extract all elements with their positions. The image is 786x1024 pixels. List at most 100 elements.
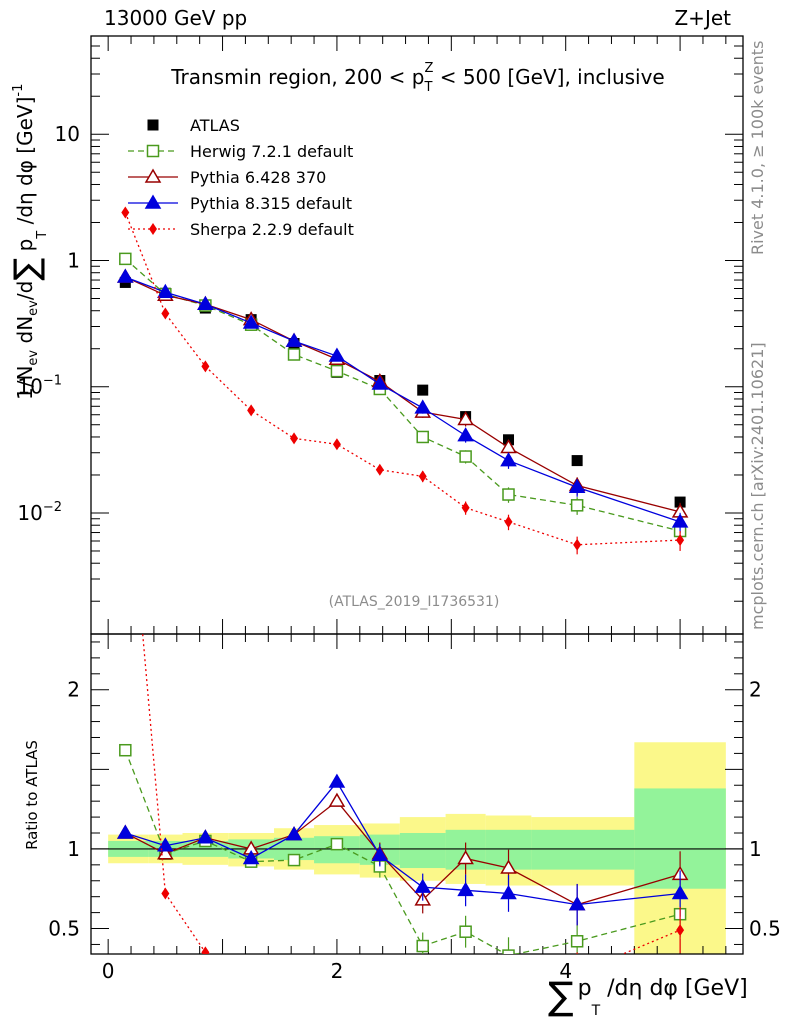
data-point-sherpa-2-2-9-default: [121, 206, 130, 219]
data-point-pythia-8-315-default: [371, 375, 389, 390]
ratio-y-tick-label: 2: [749, 678, 762, 702]
data-point-sherpa-2-2-9-default: [201, 946, 210, 954]
data-point-pythia-8-315-default: [197, 295, 214, 311]
title-sub: T: [423, 80, 432, 95]
series-line-pythia-6-428-370: [125, 800, 681, 906]
title-sup: Z: [424, 61, 433, 76]
data-point-herwig-7-2-1-default: [416, 939, 429, 953]
data-point-pythia-8-315-default: [414, 399, 432, 414]
ratio-band-green: [531, 829, 635, 870]
data-point-pythia-8-315-default: [371, 846, 389, 862]
data-point-pythia-8-315-default: [568, 478, 586, 493]
y-tick-label: 10: [55, 122, 80, 146]
data-point-sherpa-2-2-9-default: [461, 501, 470, 514]
main-ylabel: 1/Nev dNev/d∑ pT /dη dφ [GeV]-1: [7, 84, 50, 400]
data-point-herwig-7-2-1-default: [459, 450, 472, 463]
data-point-pythia-8-315-default: [117, 268, 134, 283]
data-point-pythia-8-315-default: [457, 881, 474, 897]
data-point-herwig-7-2-1-default: [330, 837, 344, 851]
data-point-pythia-8-315-default: [500, 452, 517, 467]
data-point-pythia-8-315-default: [671, 513, 689, 528]
data-point-pythia-8-315-default: [500, 885, 517, 900]
legend-label-sherpa-2-2-9-default: Sherpa 2.2.9 default: [190, 220, 354, 239]
data-point-herwig-7-2-1-default: [416, 430, 429, 444]
data-point-pythia-8-315-default: [457, 427, 474, 442]
legend-label-herwig-7-2-1-default: Herwig 7.2.1 default: [190, 142, 353, 161]
legend-marker-atlas: [147, 119, 159, 131]
analysis-watermark: (ATLAS_2019_I1736531): [329, 594, 500, 610]
data-point-pythia-8-315-default: [328, 773, 346, 788]
data-point-herwig-7-2-1-default: [330, 364, 344, 378]
data-point-sherpa-2-2-9-default: [332, 438, 341, 451]
legend-label-pythia-6-428-370: Pythia 6.428 370: [190, 168, 326, 187]
data-point-pythia-8-315-default: [242, 849, 260, 865]
data-point-pythia-8-315-default: [568, 896, 586, 911]
mcplots-label: mcplots.cern.ch [arXiv:2401.10621]: [748, 342, 767, 630]
series-line-pythia-8-315-default: [125, 780, 681, 906]
data-point-herwig-7-2-1-default: [502, 949, 515, 954]
data-point-pythia-8-315-default: [414, 878, 432, 893]
ratio-y-tick-label: 0.5: [48, 917, 80, 941]
main-plot-series: [117, 206, 689, 555]
legend-marker-herwig-7-2-1-default: [146, 144, 160, 158]
data-point-sherpa-2-2-9-default: [290, 973, 298, 985]
data-point-atlas: [417, 384, 429, 396]
data-point-pythia-6-428-370: [457, 849, 474, 865]
ratio-y-tick-label: 2: [67, 678, 80, 702]
data-point-sherpa-2-2-9-default: [376, 970, 384, 982]
ratio-y-tick-label: 1: [749, 837, 762, 861]
data-point-pythia-8-315-default: [157, 837, 174, 852]
data-point-sherpa-2-2-9-default: [201, 360, 210, 373]
data-point-sherpa-2-2-9-default: [462, 972, 470, 984]
ratio-y-tick-label: 0.5: [749, 917, 781, 941]
data-point-pythia-6-428-370: [500, 859, 517, 874]
data-point-pythia-6-428-370: [328, 792, 346, 807]
data-point-sherpa-2-2-9-default: [676, 534, 685, 547]
data-point-herwig-7-2-1-default: [459, 925, 472, 938]
ratio-uncertainty-bands: [91, 742, 743, 954]
data-point-sherpa-2-2-9-default: [419, 969, 427, 981]
y-tick-label-exp: −1: [43, 374, 62, 389]
data-point-herwig-7-2-1-default: [502, 488, 515, 501]
data-point-pythia-8-315-default: [117, 824, 134, 839]
data-point-pythia-6-428-370: [157, 845, 174, 860]
data-point-sherpa-2-2-9-default: [161, 307, 170, 320]
data-point-pythia-8-315-default: [242, 314, 260, 329]
y-tick-label-exp: −2: [43, 500, 62, 515]
legend: ATLAS Herwig 7.2.1 default Pythia 6.428 37…: [128, 116, 354, 239]
data-point-pythia-8-315-default: [328, 347, 346, 362]
data-point-sherpa-2-2-9-default: [247, 404, 256, 417]
data-point-herwig-7-2-1-default: [570, 935, 584, 948]
data-point-herwig-7-2-1-default: [287, 348, 301, 361]
ratio-y-tick-label: 1: [67, 837, 80, 861]
y-tick-label-base: 10: [17, 501, 42, 525]
data-point-sherpa-2-2-9-default: [247, 972, 255, 984]
title-pre: Transmin region, 200 < p: [170, 65, 424, 89]
main-plot-frame: [90, 35, 744, 635]
series-line-sherpa-2-2-9-default: [142, 634, 681, 954]
ratio-plot-frame: [90, 633, 744, 955]
data-point-sherpa-2-2-9-default: [505, 967, 513, 979]
data-point-sherpa-2-2-9-default: [504, 515, 513, 528]
ratio-plot-series: [117, 634, 689, 985]
data-point-pythia-8-315-default: [157, 283, 174, 299]
series-line-sherpa-2-2-9-default: [124, 212, 681, 546]
data-point-sherpa-2-2-9-default: [290, 432, 299, 445]
x-tick-label: 4: [559, 959, 572, 983]
legend-label-pythia-8-315-default: Pythia 8.315 default: [190, 194, 352, 213]
y-tick-label-base: 10: [17, 375, 42, 399]
ratio-ylabel: Ratio to ATLAS: [23, 740, 41, 850]
data-point-pythia-8-315-default: [285, 826, 303, 841]
legend-marker-sherpa-2-2-9-default: [149, 223, 157, 235]
data-point-atlas: [571, 455, 583, 467]
x-tick-label: 2: [331, 959, 344, 983]
header-left: 13000 GeV pp: [104, 6, 247, 30]
y-tick-label: 1: [67, 248, 80, 272]
data-point-herwig-7-2-1-default: [119, 743, 132, 757]
data-point-pythia-8-315-default: [197, 829, 214, 844]
main-title: Transmin region, 200 < pTZ < 500 [GeV], …: [170, 61, 664, 95]
y-tick-label: 10−1: [17, 374, 62, 399]
ratio-band-green: [399, 833, 446, 869]
